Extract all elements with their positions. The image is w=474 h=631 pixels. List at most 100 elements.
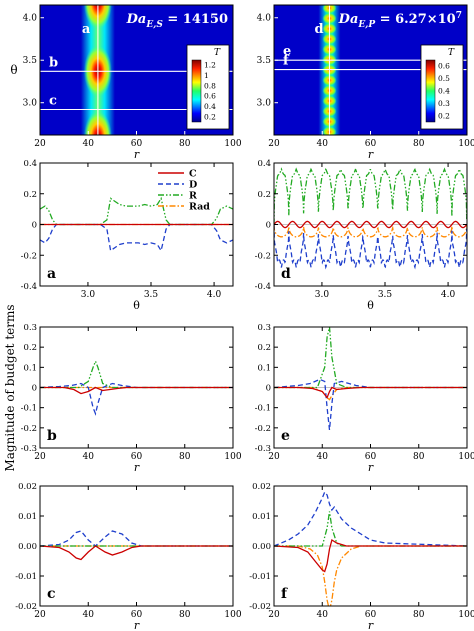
y-tick-label: -0.2: [255, 424, 271, 434]
map-right: ef d DaE,P = 6.27×107 T 0.2 0.3 0.4 0.5 0.6 20 40 6…: [257, 4, 474, 161]
colorbar-tick: 1.2: [204, 61, 216, 70]
y-tick-label: -0.4: [255, 282, 271, 292]
cut-label-f: f: [283, 54, 290, 69]
x-tick-label: 40: [83, 139, 95, 149]
superscript: 7: [456, 11, 462, 21]
map-title: DaE,P = 6.27×107: [338, 11, 462, 30]
series-c: [274, 220, 467, 229]
x-tick-label: 60: [365, 452, 377, 462]
series-d: [40, 223, 233, 253]
x-tick-label: 80: [179, 452, 191, 462]
plot-frame: [39, 485, 234, 607]
x-tick-label: 60: [131, 452, 143, 462]
plot-frame: [39, 326, 234, 449]
series-layer: [274, 490, 467, 606]
y-tick-label: 0.01: [252, 512, 271, 522]
series-d: [274, 490, 467, 547]
x-tick-label: 40: [83, 452, 95, 462]
legend-label: Rad: [189, 202, 210, 213]
x-tick-label: 100: [224, 452, 241, 462]
x-axis-label: θ: [133, 299, 140, 312]
y-tick-label: 3.5: [23, 56, 38, 66]
x-tick-label: 20: [34, 139, 46, 149]
series-d: [40, 382, 233, 416]
y-tick-label: 0: [266, 384, 271, 394]
title-value: = 6.27×10: [375, 12, 456, 27]
y-tick-label: 0.3: [23, 323, 37, 333]
title-value: = 14150: [163, 12, 228, 27]
x-tick-label: 100: [458, 610, 474, 620]
y-tick-label: 0.02: [18, 482, 37, 492]
series-r: [274, 327, 467, 389]
colorbar-tick: 0.6: [438, 62, 450, 71]
x-tick-label: 60: [131, 610, 143, 620]
panel-b: 20 40 60 80 100 -0.3 -0.2 -0.1 0 0.1 0.2 0.3 r b: [21, 323, 242, 474]
x-tick-label: 40: [317, 139, 329, 149]
x-tick-label: 3.0: [81, 290, 96, 300]
x-axis-label: r: [368, 619, 374, 631]
colorbar-tick: 0.2: [438, 111, 450, 120]
x-axis-label: r: [134, 461, 140, 474]
series-d: [274, 378, 467, 430]
x-tick-label: 60: [365, 139, 377, 149]
cut-label-d: d: [314, 22, 323, 37]
x-axis-label: r: [134, 619, 140, 631]
y-tick-label: -0.4: [21, 282, 37, 292]
y-tick-label: 0.3: [257, 323, 271, 333]
x-tick-label: 20: [268, 610, 280, 620]
y-tick-label: -0.01: [15, 572, 37, 582]
y-tick-label: 0.2: [23, 343, 37, 353]
series-r: [274, 511, 467, 547]
series-layer: [274, 167, 467, 270]
y-tick-label: 0.00: [252, 542, 271, 552]
legend-label: R: [189, 191, 197, 202]
x-tick-label: 4.0: [441, 290, 456, 300]
series-c: [274, 538, 467, 573]
y-tick-label: 0: [266, 221, 271, 231]
y-tick-label: 4.0: [257, 14, 272, 24]
y-tick-label: 0: [32, 384, 37, 394]
x-tick-label: 20: [268, 452, 280, 462]
y-tick-label: -0.3: [21, 444, 37, 454]
panel-label: a: [47, 266, 56, 282]
x-axis-label: θ: [367, 299, 374, 312]
x-tick-label: 100: [224, 139, 241, 149]
y-tick-label: -0.2: [21, 424, 37, 434]
x-tick-label: 80: [413, 139, 425, 149]
y-tick-label: -0.1: [21, 404, 37, 414]
subscript: E,P: [357, 20, 375, 30]
colorbar-tick: 0.8: [204, 81, 216, 90]
y-tick-label: -0.02: [249, 602, 271, 612]
panel-label: f: [281, 586, 288, 602]
series-r: [274, 167, 467, 225]
plot-frame: [273, 326, 468, 449]
panel-d: 3.0 3.5 4.0 -0.4 -0.2 0 0.2 0.4 θ d: [255, 159, 468, 312]
x-tick-label: 40: [317, 452, 329, 462]
x-tick-label: 100: [224, 610, 241, 620]
y-tick-label: 0.2: [257, 343, 271, 353]
series-layer: [40, 530, 233, 561]
cut-label-b: b: [49, 55, 58, 70]
x-tick-label: 3.5: [144, 290, 159, 300]
y-tick-label: 0.4: [257, 159, 271, 169]
y-tick-label: -0.2: [255, 251, 271, 261]
x-tick-label: 4.0: [207, 290, 222, 300]
x-tick-label: 20: [34, 610, 46, 620]
panel-e: 20 40 60 80 100 -0.3 -0.2 -0.1 0 0.1 0.2 0.3 r e: [255, 323, 474, 474]
series-rad: [274, 224, 467, 238]
y-tick-label: 0.1: [23, 363, 37, 373]
series-c: [40, 386, 233, 395]
y-tick-label: 0.00: [18, 542, 37, 552]
cut-label-a: a: [82, 22, 91, 37]
colorbar-label: T: [214, 48, 221, 58]
panel-f: 20 40 60 80 100 -0.02 -0.01 0.00 0.01 0.02 r f: [249, 482, 474, 631]
y-tick-label: 0.01: [18, 512, 37, 522]
cut-label-e: e: [283, 44, 291, 59]
x-tick-label: 80: [179, 139, 191, 149]
map-frame: [273, 4, 468, 136]
x-tick-label: 60: [131, 139, 143, 149]
x-tick-label: 80: [413, 610, 425, 620]
